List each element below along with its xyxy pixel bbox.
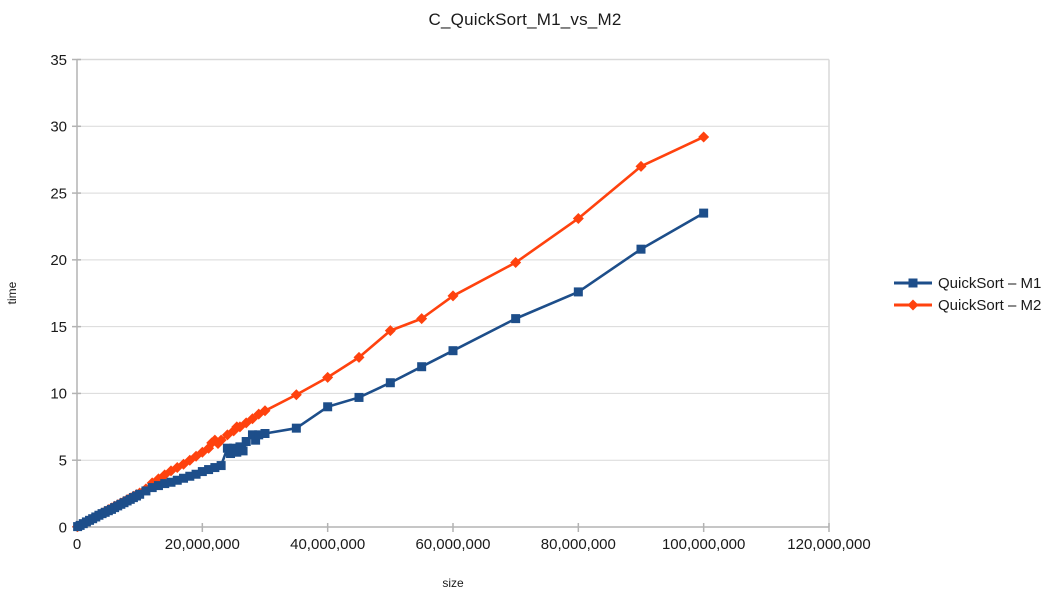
marker-square-m1-32 [210,463,220,473]
chart-title: C_QuickSort_M1_vs_M2 [428,10,622,29]
marker-square-m1-33 [216,461,226,471]
marker-square-m1-50 [448,346,458,356]
marker-square-m1-39 [238,446,248,456]
marker-diamond-m2-49 [447,290,459,302]
marker-square-m1-44 [260,429,270,438]
marker-square-m1-29 [191,469,201,479]
x-tick-label-120: 120,000,000 [787,536,870,553]
legend-label-m1: QuickSort – M1 [938,274,1042,292]
legend-diamond-m2 [907,299,919,311]
y-tick-label-15: 15 [50,319,67,336]
marker-square-m1-41 [247,430,257,440]
x-axis-title: size [442,576,464,590]
marker-square-m1-25 [166,477,176,487]
legend-label-m2: QuickSort – M2 [938,296,1042,314]
y-tick-label-5: 5 [59,452,67,469]
marker-square-m1-51 [511,314,521,324]
marker-square-m1-43 [254,430,264,440]
marker-diamond-m2-35 [215,434,227,446]
y-tick-label-35: 35 [50,52,67,69]
y-tick-label-10: 10 [50,386,67,403]
marker-square-m1-42 [251,435,261,445]
marker-diamond-m2-52 [635,160,647,172]
legend: QuickSort – M1 QuickSort – M2 [893,272,1041,316]
x-tick-label-20: 20,000,000 [165,536,240,553]
marker-square-m1-22 [147,483,157,493]
y-tick-label-25: 25 [50,185,67,202]
y-tick-label-0: 0 [59,519,67,536]
marker-square-m1-30 [197,467,207,477]
x-tick-label-40: 40,000,000 [290,536,365,553]
marker-square-m1-53 [636,244,646,254]
legend-item-quicksort-m2: QuickSort – M2 [893,294,1041,316]
y-axis-title: time [5,281,19,305]
marker-square-m1-47 [354,392,364,402]
marker-square-m1-54 [699,208,709,218]
marker-square-m1-48 [385,378,395,388]
x-tick-label-80: 80,000,000 [541,536,616,553]
marker-diamond-m2-43 [259,405,271,417]
marker-diamond-m2-41 [246,413,258,425]
legend-marker-square-icon [894,278,932,288]
marker-square-m1-27 [179,473,189,483]
marker-square-m1-26 [172,475,182,485]
marker-square-m1-46 [323,402,333,412]
marker-square-m1-37 [232,447,242,457]
marker-square-m1-24 [160,479,170,489]
marker-diamond-m2-51 [572,212,584,224]
marker-square-m1-40 [241,437,251,447]
marker-square-m1-34 [222,443,232,453]
y-tick-label-30: 30 [50,119,67,136]
marker-diamond-m2-50 [510,257,522,269]
legend-item-quicksort-m1: QuickSort – M1 [893,272,1041,294]
marker-diamond-m2-48 [416,313,428,325]
marker-diamond-m2-45 [322,371,334,383]
y-tick-label-20: 20 [50,252,67,269]
x-tick-label-60: 60,000,000 [415,536,490,553]
marker-square-m1-20 [135,489,145,499]
marker-square-m1-35 [226,449,236,459]
legend-square-m1 [908,278,918,288]
marker-diamond-m2-47 [384,325,396,337]
marker-square-m1-31 [204,465,214,475]
legend-marker-diamond-icon [894,299,932,311]
x-tick-label-0: 0 [73,536,81,553]
marker-square-m1-28 [185,471,195,481]
marker-diamond-m2-46 [353,351,365,363]
marker-diamond-m2-44 [290,389,302,401]
marker-square-m1-52 [573,287,583,297]
marker-square-m1-23 [153,481,163,491]
marker-square-m1-45 [291,423,301,433]
marker-square-m1-21 [141,486,151,496]
x-tick-label-100: 100,000,000 [662,536,745,553]
marker-square-m1-49 [417,362,427,372]
marker-diamond-m2-53 [698,131,710,143]
